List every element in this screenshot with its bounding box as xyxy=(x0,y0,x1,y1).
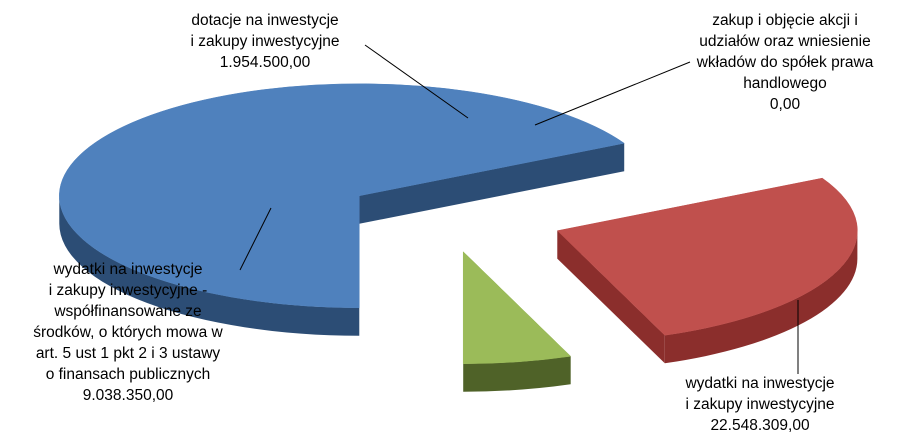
pie-slice-wydatki xyxy=(59,83,625,336)
pie-slice-rim-dotacje-0 xyxy=(463,356,571,392)
leader-line-akcje xyxy=(534,61,691,126)
pie-slice-wspolfinansowane xyxy=(556,177,858,364)
slice-label-akcje: zakup i objęcie akcji i udziałów oraz wn… xyxy=(696,12,874,113)
leader-line-dotacje xyxy=(364,44,469,119)
pie-slice-dotacje xyxy=(462,251,572,392)
slice-label-wydatki: wydatki na inwestycje i zakupy inwestycy… xyxy=(685,375,835,434)
pie-slice-rim-wspolfinansowane-0 xyxy=(664,230,858,364)
pie-slice-top-wydatki xyxy=(59,83,625,309)
slice-label-wspolfinansowane: wydatki na inwestycje i zakupy inwestycy… xyxy=(33,261,223,404)
pie-slice-rim-wydatki-0 xyxy=(59,195,360,336)
pie-slice-top-wspolfinansowane xyxy=(556,177,858,336)
slice-label-dotacje: dotacje na inwestycje i zakupy inwestycy… xyxy=(190,12,340,71)
pie-slice-wall-wydatki-1 xyxy=(359,143,625,224)
pie-slice-top-dotacje xyxy=(462,251,572,364)
leader-line-wspolfinansowane xyxy=(239,207,272,271)
pie-slice-wall-wspolfinansowane-1 xyxy=(557,230,665,364)
